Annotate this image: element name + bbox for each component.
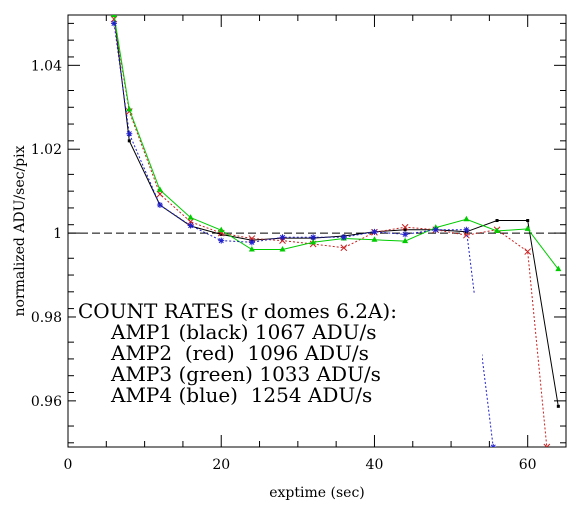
- x-tick-label: 0: [64, 457, 73, 473]
- x-axis-title: exptime (sec): [269, 485, 365, 501]
- annotation-line-1: COUNT RATES (r domes 6.2A):: [78, 299, 397, 323]
- data-point: [555, 265, 562, 272]
- data-point: [340, 234, 347, 241]
- data-point: [463, 226, 470, 233]
- data-point: [187, 222, 194, 229]
- data-point: [432, 226, 439, 233]
- data-point: [402, 237, 409, 244]
- data-point: [401, 223, 409, 231]
- data-point: [402, 231, 409, 238]
- count-rates-annotation: COUNT RATES (r domes 6.2A): AMP1 (black)…: [76, 294, 482, 407]
- data-point: [279, 234, 286, 241]
- y-tick-label: 1: [53, 226, 62, 242]
- data-point: [490, 444, 497, 447]
- data-point: [187, 214, 194, 220]
- data-point: [218, 226, 225, 233]
- data-point: [526, 219, 530, 223]
- data-point: [110, 20, 117, 27]
- data-point: [110, 15, 117, 17]
- data-point: [156, 201, 163, 208]
- data-point: [126, 105, 133, 112]
- data-point: [556, 404, 560, 408]
- x-tick-label: 20: [212, 457, 230, 473]
- annotation-line-5: AMP4 (blue) 1254 ADU/s: [110, 383, 372, 407]
- annotation-line-4: AMP3 (green) 1033 ADU/s: [110, 362, 381, 386]
- series-4: [110, 20, 497, 447]
- data-point: [371, 236, 378, 242]
- series-3-line: [113, 15, 559, 270]
- data-point: [218, 237, 225, 244]
- data-point: [495, 219, 499, 223]
- data-point: [524, 248, 532, 255]
- series-layer: [110, 15, 562, 447]
- data-point: [156, 186, 163, 192]
- axis-ticks: 0 20 40 60 0.96 0.98 1 1.02 1.04: [31, 15, 567, 473]
- annotation-background: [76, 294, 482, 406]
- data-point: [494, 227, 501, 233]
- y-axis-title: normalized ADU/sec/pix: [12, 145, 28, 316]
- y-tick-label: 1.04: [31, 58, 62, 74]
- plot-frame: [67, 14, 567, 448]
- series-1-line: [113, 15, 559, 407]
- series-4-line: [113, 23, 494, 447]
- data-point: [310, 238, 317, 245]
- x-tick-label: 60: [519, 457, 537, 473]
- data-point: [371, 228, 378, 235]
- data-point: [279, 245, 286, 252]
- data-point: [248, 245, 255, 252]
- data-point: [463, 231, 470, 239]
- data-point: [524, 225, 531, 231]
- data-point: [310, 234, 317, 241]
- y-tick-label: 0.96: [31, 394, 62, 410]
- annotation-line-2: AMP1 (black) 1067 ADU/s: [110, 320, 376, 344]
- data-point: [403, 228, 407, 232]
- data-point: [219, 232, 223, 236]
- data-point: [126, 130, 133, 137]
- data-point: [543, 443, 551, 447]
- data-point: [127, 139, 131, 143]
- data-point: [463, 215, 470, 222]
- y-tick-label: 0.98: [31, 310, 62, 326]
- annotation-line-3: AMP2 (red) 1096 ADU/s: [110, 341, 369, 365]
- x-tick-label: 40: [366, 457, 384, 473]
- data-point: [340, 244, 348, 252]
- y-tick-label: 1.02: [31, 142, 62, 158]
- data-point: [248, 239, 255, 246]
- series-3: [110, 15, 562, 272]
